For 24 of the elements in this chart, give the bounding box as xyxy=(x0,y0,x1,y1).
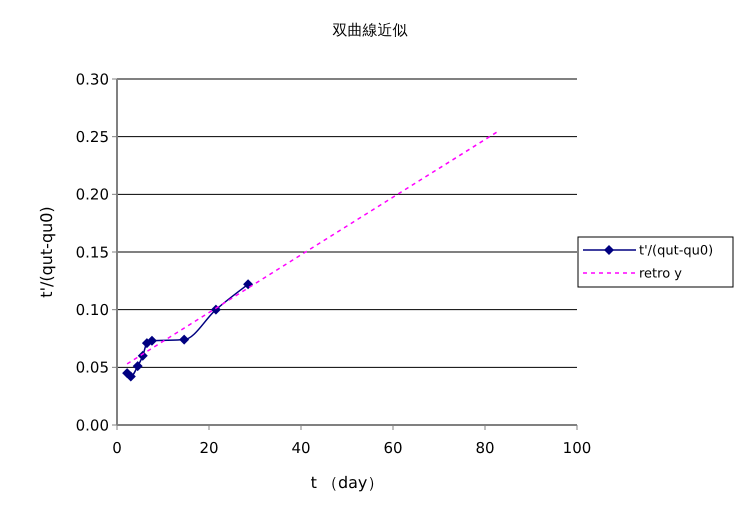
y-axis-title: t'/(qut-qu0) xyxy=(37,206,56,298)
legend-label: t'/(qut-qu0) xyxy=(639,244,714,259)
y-tick-label: 0.00 xyxy=(76,416,109,434)
y-tick-label: 0.20 xyxy=(76,186,109,204)
legend-label: retro y xyxy=(639,266,682,282)
point xyxy=(210,304,221,315)
x-tick-label: 20 xyxy=(199,439,219,457)
x-tick-label: 80 xyxy=(475,439,495,457)
point xyxy=(146,336,157,346)
chart-title: 双曲線近似 xyxy=(332,21,408,39)
x-tick-label: 100 xyxy=(562,439,592,457)
y-tick-label: 0.10 xyxy=(76,300,109,319)
point xyxy=(126,372,136,382)
y-tick-label: 0.05 xyxy=(76,358,109,377)
point xyxy=(132,361,143,372)
y-tick-label: 0.15 xyxy=(76,243,109,262)
x-axis-title: t （day） xyxy=(310,473,384,492)
y-tick-label: 0.30 xyxy=(76,70,109,88)
y-tick-label: 0.25 xyxy=(76,128,109,146)
point xyxy=(243,279,254,290)
x-tick-label: 60 xyxy=(383,439,403,457)
x-tick-label: 0 xyxy=(112,439,122,457)
x-tick-label: 40 xyxy=(291,439,311,457)
point xyxy=(179,334,190,345)
